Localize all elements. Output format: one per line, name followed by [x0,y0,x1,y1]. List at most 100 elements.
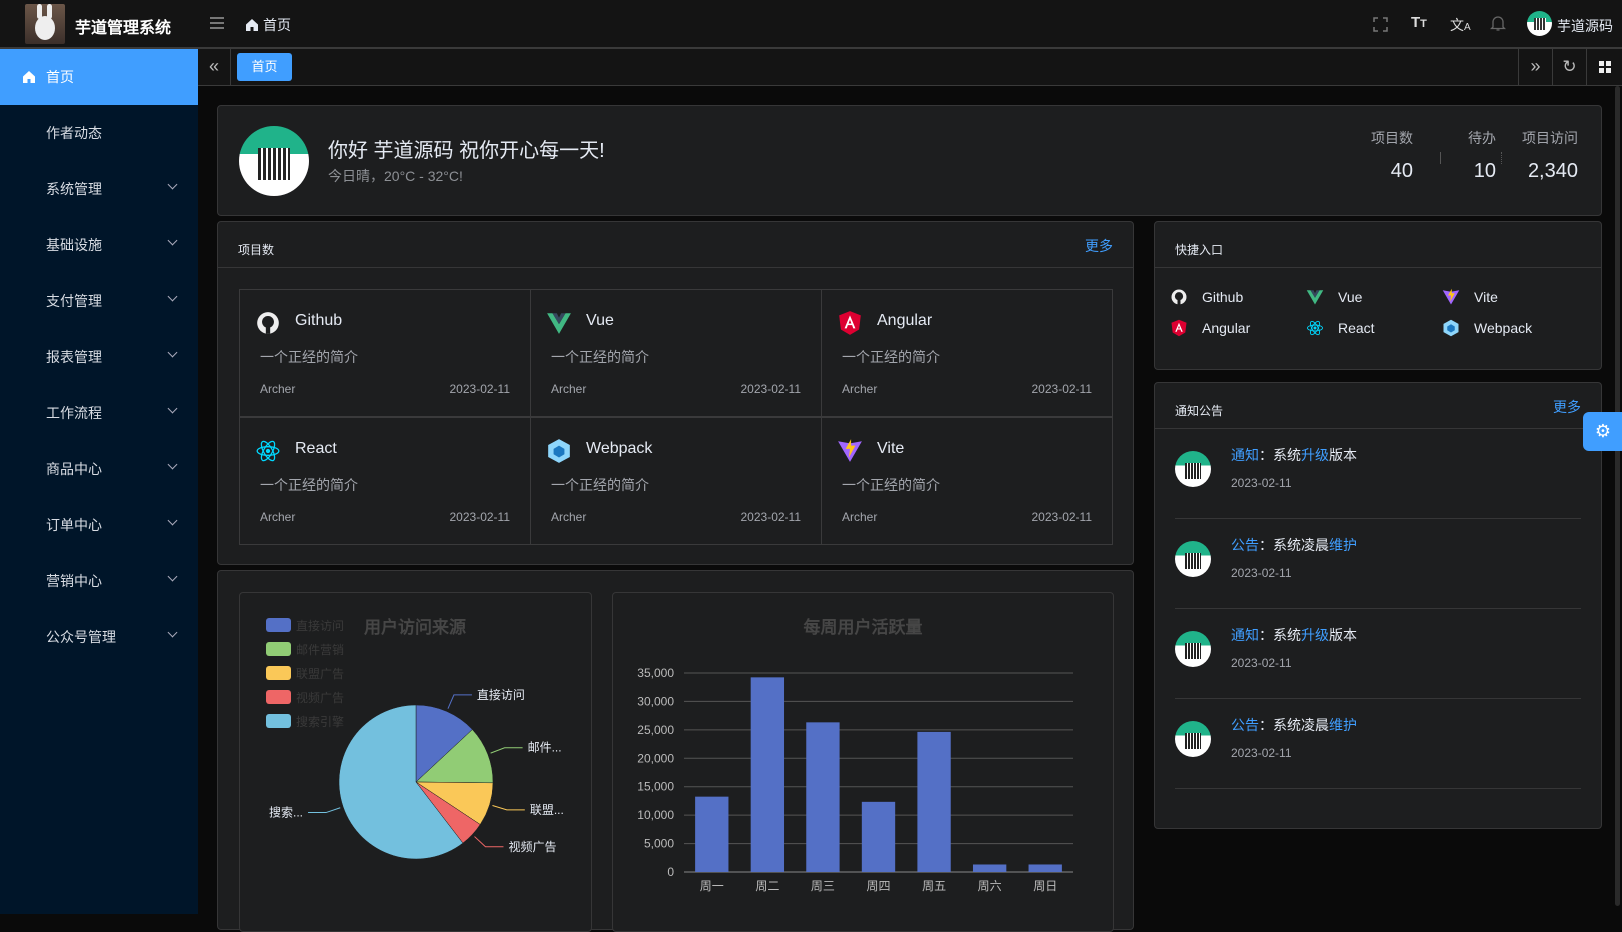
tab-home[interactable]: 首页 [237,53,292,81]
sidebar-item-label: 工作流程 [46,405,102,421]
fullscreen-icon[interactable] [1373,17,1388,32]
tabs-scroll-left-button[interactable]: « [198,49,231,85]
notice-highlight: 升级 [1301,627,1329,643]
project-tile[interactable]: Webpack 一个正经的简介 Archer 2023-02-11 [530,417,822,545]
sidebar-item[interactable]: 公众号管理 [0,609,198,665]
welcome-avatar [239,126,309,196]
sidebar-item[interactable]: 报表管理 [0,329,198,385]
stat-value: 2,340 [1527,160,1578,182]
slice-label: 联盟... [530,803,564,817]
quick-link[interactable]: Vite [1442,288,1498,306]
notice-sep: ： [1259,447,1273,463]
chevron-down-icon [167,235,178,246]
legend-label: 视频广告 [296,690,344,705]
sidebar-item[interactable]: 商品中心 [0,441,198,497]
sidebar-item[interactable]: 工作流程 [0,385,198,441]
project-tile[interactable]: Angular 一个正经的简介 Archer 2023-02-11 [821,289,1113,417]
quick-link-label: Github [1202,289,1244,305]
menu-collapse-icon[interactable] [210,17,224,29]
sidebar-item-label: 系统管理 [46,181,102,197]
bar [806,722,840,872]
notice-avatar [1175,541,1211,577]
font-size-icon[interactable]: TT [1411,14,1427,31]
more-link[interactable]: 更多 [1553,399,1581,415]
notice-text-end: 版本 [1329,627,1357,643]
project-date: 2023-02-11 [740,382,802,396]
breadcrumb[interactable]: 首页 [245,15,291,35]
y-tick-label: 5,000 [644,837,674,851]
quick-link[interactable]: Vue [1306,288,1362,306]
divider [1501,152,1502,164]
quick-link-label: Webpack [1474,320,1533,336]
project-author: Archer [842,382,878,396]
project-tile[interactable]: Vue 一个正经的简介 Archer 2023-02-11 [530,289,822,417]
stat-todo: 待办 10 [1456,128,1496,183]
notice-title: 通知：系统升级版本 [1231,445,1357,465]
sidebar-item[interactable]: 营销中心 [0,553,198,609]
y-tick-label: 25,000 [637,723,674,737]
project-date: 2023-02-11 [740,510,802,524]
top-bar: 芋道管理系统 首页 TT 文A 芋道源码 [0,0,1622,49]
slice-label: 直接访问 [477,687,525,702]
quick-link-label: Vite [1474,289,1498,305]
project-date: 2023-02-11 [1031,382,1093,396]
notices-card: 通知公告 更多 通知：系统升级版本 2023-02-11 公告：系统凌晨维护 2… [1154,382,1602,829]
chart-title: 用户访问来源 [364,617,466,637]
translate-icon[interactable]: 文A [1450,17,1471,33]
sidebar-item[interactable]: 订单中心 [0,497,198,553]
charts-card: 用户访问来源 直接访问 邮件营销 联盟广告 视频广告 搜索引擎 直接访问 邮件... 联盟...… [217,570,1134,932]
stat-value: 40 [1390,160,1413,182]
user-name[interactable]: 芋道源码 [1557,18,1613,34]
quick-link-label: React [1338,320,1375,336]
settings-button[interactable]: ⚙ [1583,412,1622,451]
scrollbar[interactable] [1615,86,1620,906]
home-icon [246,19,258,31]
sidebar-item[interactable]: 支付管理 [0,273,198,329]
sidebar-item[interactable]: 作者动态 [0,105,198,161]
x-tick-label: 周二 [755,879,779,893]
notice-item[interactable]: 公告：系统凌晨维护 2023-02-11 [1175,699,1581,789]
stat-value: 10 [1473,160,1496,182]
sidebar-item-label: 营销中心 [46,573,102,589]
gear-icon: ⚙ [1594,421,1612,441]
github-icon [257,312,279,334]
user-avatar[interactable] [1527,11,1552,36]
y-tick-label: 10,000 [637,808,674,822]
refresh-button[interactable]: ↻ [1552,49,1586,85]
sidebar-item[interactable]: 系统管理 [0,161,198,217]
tabs-menu-button[interactable] [1586,49,1622,85]
notice-item[interactable]: 公告：系统凌晨维护 2023-02-11 [1175,519,1581,609]
notice-item[interactable]: 通知：系统升级版本 2023-02-11 [1175,609,1581,699]
projects-card: 项目数 更多 Github 一个正经的简介 Archer 2023-02-11 … [217,221,1134,565]
bar [1028,864,1062,872]
tabs-scroll-right-button[interactable]: » [1518,49,1552,85]
project-desc: 一个正经的简介 [551,477,649,493]
legend-swatch [266,690,291,704]
quick-link[interactable]: Angular [1170,319,1250,337]
notice-title: 公告：系统凌晨维护 [1231,535,1357,555]
notice-sep: ： [1259,537,1273,553]
chevron-down-icon [167,571,178,582]
vite-icon [1442,288,1460,305]
notice-type: 公告 [1231,717,1259,733]
breadcrumb-item: 首页 [263,17,291,33]
project-tile[interactable]: Github 一个正经的简介 Archer 2023-02-11 [239,289,531,417]
quick-link[interactable]: React [1306,319,1375,337]
weather: 今日晴，20°C - 32°C! [328,168,463,184]
react-icon [1307,320,1323,336]
quick-link[interactable]: Webpack [1442,319,1532,337]
sidebar-item[interactable]: 基础设施 [0,217,198,273]
sidebar-item[interactable]: 首页 [0,49,198,105]
y-tick-label: 35,000 [637,666,674,680]
project-tile[interactable]: React 一个正经的简介 Archer 2023-02-11 [239,417,531,545]
notice-item[interactable]: 通知：系统升级版本 2023-02-11 [1175,429,1581,519]
more-link[interactable]: 更多 [1085,238,1113,254]
welcome-card: 你好 芋道源码 祝你开心每一天! 今日晴，20°C - 32°C! 项目数 40… [217,105,1602,216]
project-tile[interactable]: Vite 一个正经的简介 Archer 2023-02-11 [821,417,1113,545]
tab-bar: « 首页 » ↻ [198,49,1622,86]
quick-link[interactable]: Github [1170,288,1243,306]
chevron-down-icon [167,515,178,526]
bell-icon[interactable] [1490,14,1506,32]
label-line [490,747,523,754]
stat-projects: 项目数 40 [1353,128,1413,183]
